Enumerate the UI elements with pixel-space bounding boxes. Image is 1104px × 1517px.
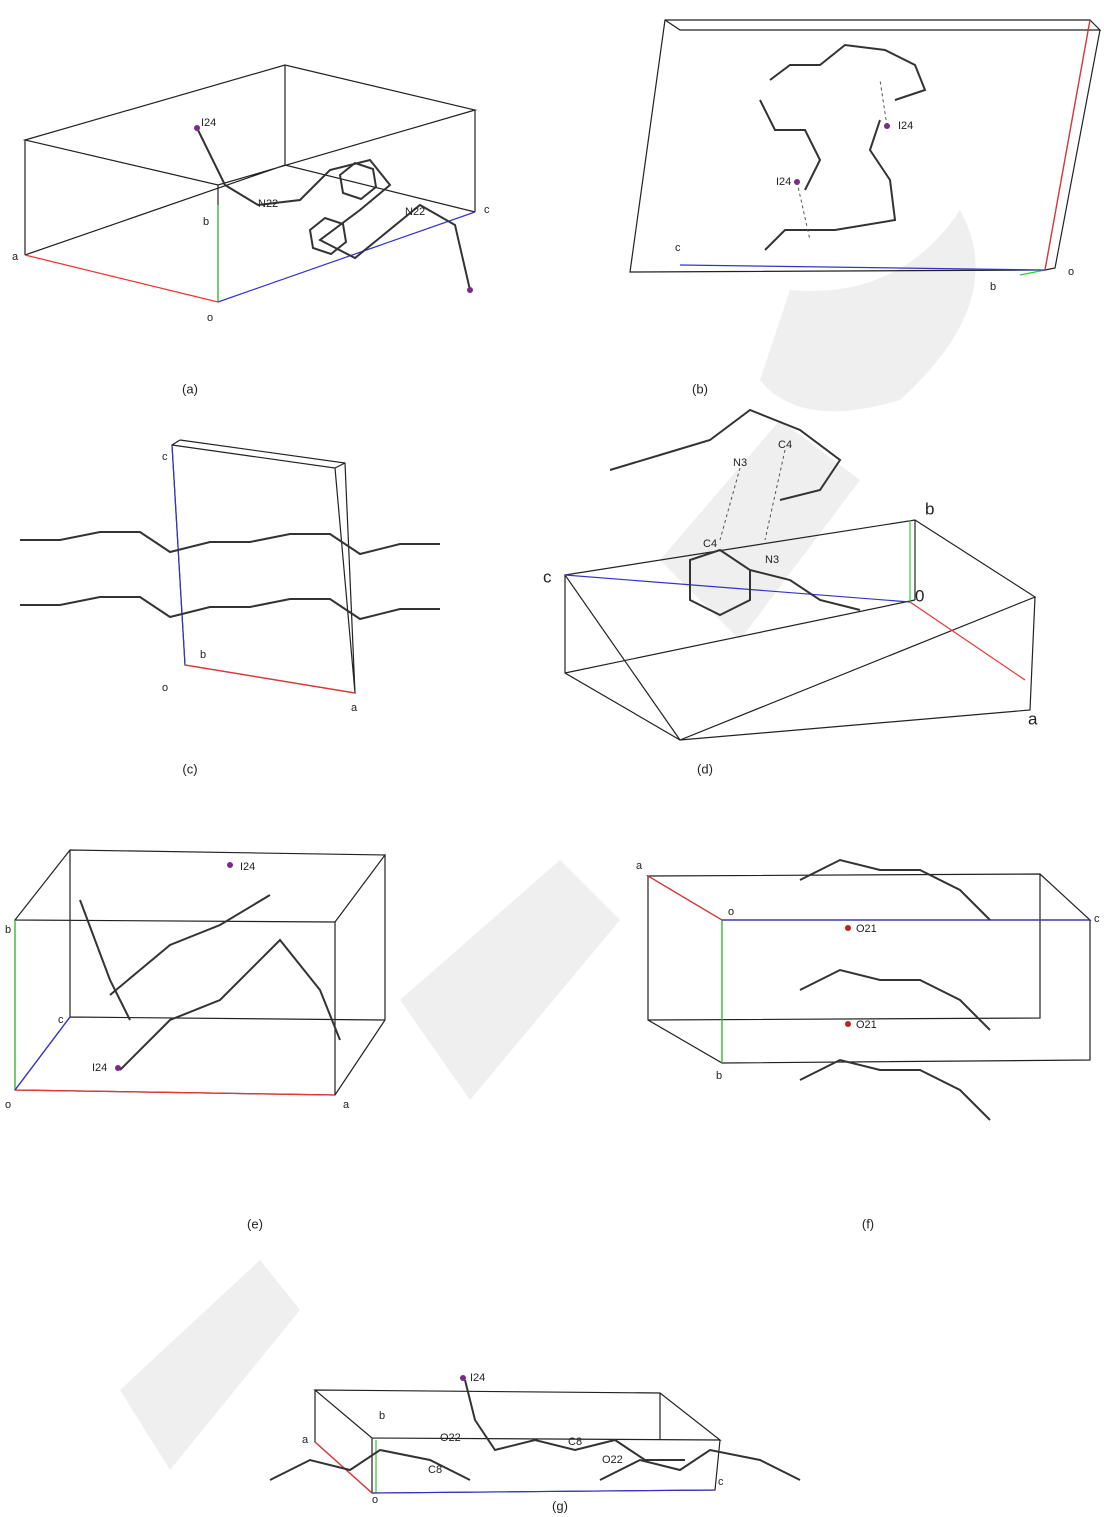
atom-label: O22: [440, 1432, 461, 1444]
panel-c: c b o a (c): [20, 440, 440, 776]
atom-label: I24: [776, 176, 791, 188]
axis-label: b: [379, 1410, 385, 1422]
axis-label: b: [203, 216, 209, 228]
caption: (d): [697, 761, 713, 776]
axis-label: c: [675, 242, 681, 254]
axis-label: a: [302, 1434, 309, 1446]
atom-label: O22: [602, 1454, 623, 1466]
axis-label: o: [207, 312, 213, 324]
axis-label: c: [484, 204, 490, 216]
panel-g: I24 b a O22 C8 C8 O22 o c (g): [270, 1372, 800, 1514]
axis-label: a: [636, 860, 643, 872]
axis-label: b: [200, 649, 206, 661]
axis-label: a: [12, 251, 19, 263]
axis-label: b: [716, 1070, 722, 1082]
axis-label: b: [925, 499, 934, 518]
atom-label: C4: [703, 538, 717, 550]
caption: (e): [247, 1216, 263, 1231]
axis-label: 0: [915, 586, 924, 605]
atom-label: O21: [856, 1019, 877, 1031]
atom-label: N22: [258, 198, 278, 210]
axis-label: o: [162, 682, 168, 694]
watermark: [120, 210, 976, 1470]
caption: (g): [552, 1498, 568, 1513]
axis-label: a: [343, 1099, 350, 1111]
atom-label: I24: [470, 1372, 485, 1384]
axis-label: c: [543, 567, 552, 586]
atom-label: C8: [568, 1436, 582, 1448]
atom-label: C8: [428, 1464, 442, 1476]
atom-label: C4: [778, 439, 792, 451]
axis-label: b: [5, 924, 11, 936]
atom-label: N3: [765, 554, 779, 566]
caption: (c): [182, 761, 197, 776]
axis-label: a: [1028, 709, 1038, 728]
atom-label: I24: [92, 1062, 107, 1074]
atom-label: N3: [733, 457, 747, 469]
caption: (a): [182, 381, 198, 396]
axis-label: c: [58, 1014, 64, 1026]
caption: (b): [692, 381, 708, 396]
axis-label: o: [5, 1099, 11, 1111]
panel-a: I24 N22 N22 a b c o (a): [12, 65, 490, 396]
axis-label: c: [162, 451, 168, 463]
axis-label: a: [351, 702, 358, 714]
atom-label: I24: [201, 117, 216, 129]
axis-label: o: [728, 906, 734, 918]
atom-label: O21: [856, 923, 877, 935]
axis-label: c: [718, 1476, 724, 1488]
atom-label: N22: [405, 206, 425, 218]
axis-label: o: [1068, 266, 1074, 278]
panel-f: a o c O21 O21 b (f): [636, 860, 1100, 1232]
axis-label: b: [990, 281, 996, 293]
atom-label: I24: [240, 861, 255, 873]
atom-label: I24: [898, 120, 913, 132]
panel-e: I24 I24 b c o a (e): [5, 850, 385, 1231]
figure: I24 N22 N22 a b c o (a) I24 I24 c b o (b…: [0, 0, 1104, 1517]
axis-label: o: [372, 1494, 378, 1506]
caption: (f): [862, 1216, 874, 1231]
axis-label: c: [1094, 913, 1100, 925]
